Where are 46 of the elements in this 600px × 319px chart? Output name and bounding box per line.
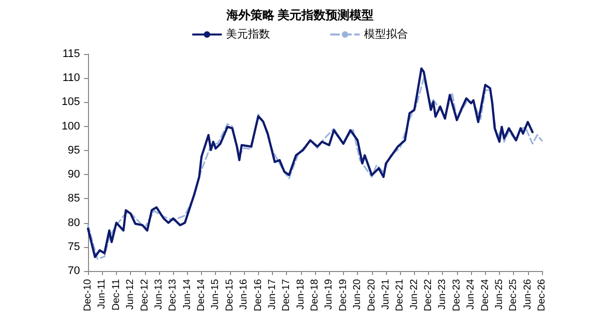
y-tick-label: 110: [62, 72, 80, 84]
x-tick-label: Jun-20: [352, 278, 364, 310]
x-tick-label: Jun-17: [266, 278, 278, 310]
x-tick-label: Dec-17: [281, 278, 292, 312]
x-tick-label: Dec-24: [480, 278, 491, 312]
y-tick-label: 75: [68, 240, 80, 253]
x-tick-label: Dec-11: [110, 278, 122, 310]
x-tick-label: Dec-25: [508, 278, 520, 312]
y-tick-label: 70: [68, 265, 80, 277]
x-tick-label: Jun-18: [295, 278, 306, 310]
legend-label: 美元指数: [226, 28, 270, 40]
x-tick-label: Dec-19: [338, 278, 349, 312]
x-tick-label: Dec-20: [366, 278, 378, 312]
y-tick-label: 85: [68, 192, 80, 205]
legend-label: 模型拟合: [364, 28, 408, 40]
x-tick-label: Dec-22: [423, 278, 434, 312]
chart-title: 海外策略 美元指数预测模型: [225, 8, 374, 22]
x-tick-label: Jun-26: [522, 278, 534, 310]
x-tick-label: Dec-12: [139, 278, 150, 312]
x-tick-label: Jun-14: [182, 278, 193, 310]
x-tick-label: Dec-23: [451, 278, 462, 312]
y-tick-label: 100: [62, 120, 80, 132]
x-tick-label: Jun-25: [494, 278, 505, 310]
y-tick-label: 115: [62, 48, 80, 60]
x-tick-label: Jun-15: [210, 278, 222, 310]
x-tick-label: Jun-16: [238, 278, 250, 310]
x-tick-label: Dec-18: [310, 278, 320, 312]
x-tick-label: Jun-12: [125, 278, 136, 310]
x-tick-label: Jun-23: [437, 278, 448, 310]
x-tick-label: Jun-24: [466, 278, 477, 310]
x-tick-label: Dec-10: [82, 278, 94, 312]
x-tick-label: Dec-13: [168, 278, 179, 312]
y-tick-label: 80: [68, 216, 80, 229]
x-tick-label: Jun-21: [380, 278, 392, 310]
x-tick-label: Dec-16: [252, 278, 264, 312]
x-tick-label: Dec-26: [536, 278, 548, 312]
y-tick-label: 90: [68, 168, 80, 181]
x-tick-label: Jun-19: [324, 278, 335, 310]
x-tick-label: Jun-13: [153, 278, 164, 310]
x-tick-label: Jun-22: [408, 278, 420, 310]
x-tick-label: Jun-11: [96, 278, 108, 309]
x-tick-label: Dec-14: [196, 278, 207, 312]
y-tick-label: 95: [68, 144, 80, 156]
y-tick-label: 105: [62, 96, 80, 108]
x-tick-label: Dec-21: [394, 278, 406, 312]
x-tick-label: Dec-15: [224, 278, 236, 312]
